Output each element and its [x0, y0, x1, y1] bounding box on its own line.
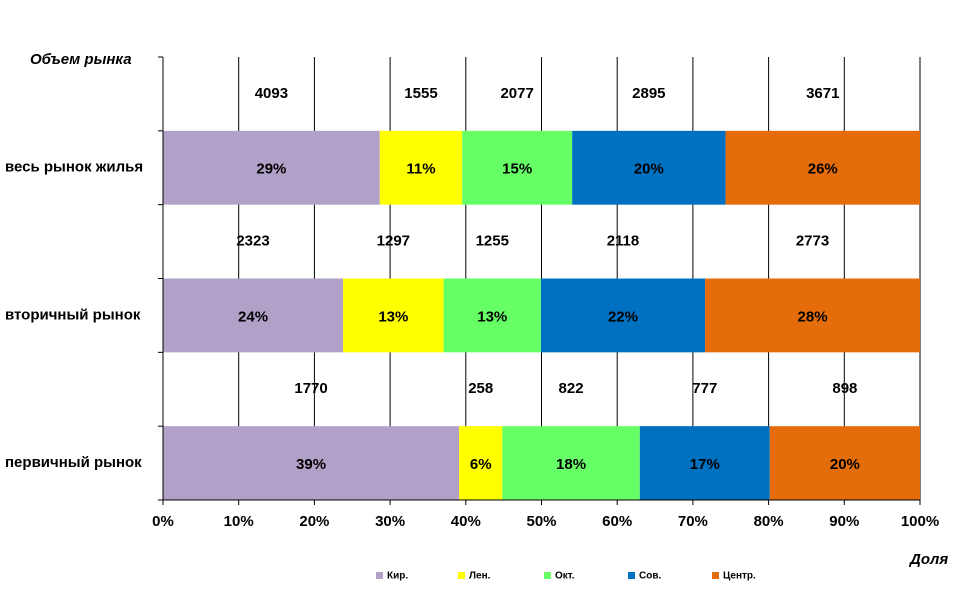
x-tick-label: 50% — [526, 513, 556, 530]
bar-segment — [502, 426, 640, 500]
legend-swatch — [712, 572, 719, 579]
volume-label: 777 — [692, 380, 717, 397]
volume-label: 1297 — [377, 233, 410, 250]
x-axis-label: Доля — [908, 551, 948, 568]
value-label: 24% — [238, 308, 268, 325]
bar-segment — [769, 426, 920, 500]
bar-segment — [540, 278, 706, 353]
x-tick-label: 80% — [754, 513, 784, 530]
bar-segment — [459, 426, 503, 500]
legend-swatch — [628, 572, 635, 579]
value-label: 11% — [406, 161, 435, 178]
bar-segment — [639, 426, 770, 500]
bar-segment — [343, 278, 444, 353]
value-label: 26% — [808, 161, 838, 178]
bar-segment — [163, 130, 380, 205]
value-label: 20% — [634, 161, 664, 178]
value-label: 6% — [470, 456, 492, 473]
legend-label: Кир. — [387, 571, 408, 582]
bar-segment — [163, 278, 344, 353]
value-label: 13% — [378, 308, 408, 325]
row-header: Объем рынка — [30, 51, 132, 68]
bar-segment — [443, 278, 541, 353]
value-label: 28% — [798, 308, 828, 325]
value-label: 17% — [690, 456, 720, 473]
category-label: весь рынок жилья — [5, 159, 143, 176]
volume-label: 2118 — [607, 233, 640, 250]
bar-segment — [572, 130, 726, 205]
legend-label: Лен. — [469, 571, 491, 582]
x-tick-label: 20% — [299, 513, 329, 530]
value-label: 39% — [296, 456, 326, 473]
volume-label: 1255 — [476, 233, 509, 250]
x-tick-label: 0% — [152, 513, 174, 530]
x-tick-label: 60% — [602, 513, 632, 530]
volume-label: 3671 — [806, 85, 839, 102]
x-tick-label: 70% — [678, 513, 708, 530]
volume-label: 1770 — [294, 380, 327, 397]
volume-label: 2895 — [632, 85, 665, 102]
volume-label: 1555 — [404, 85, 437, 102]
x-tick-label: 30% — [375, 513, 405, 530]
value-label: 13% — [477, 308, 507, 325]
legend-label: Центр. — [723, 571, 756, 582]
value-label: 22% — [608, 308, 638, 325]
value-label: 18% — [556, 456, 586, 473]
volume-label: 2773 — [796, 233, 829, 250]
volume-label: 898 — [832, 380, 857, 397]
legend-swatch — [376, 572, 383, 579]
bar-segment — [462, 130, 573, 205]
legend-swatch — [458, 572, 465, 579]
value-label: 20% — [830, 456, 860, 473]
volume-label: 2323 — [236, 233, 269, 250]
bar-segment — [163, 426, 460, 500]
x-tick-label: 100% — [901, 513, 939, 530]
legend-label: Сов. — [639, 571, 661, 582]
bar-segment — [725, 130, 920, 205]
volume-label: 2077 — [500, 85, 533, 102]
volume-label: 4093 — [255, 85, 288, 102]
bar-segment — [379, 130, 463, 205]
volume-label: 822 — [559, 380, 584, 397]
bar-segment — [705, 278, 920, 353]
volume-label: 258 — [468, 380, 493, 397]
legend-label: Окт. — [555, 571, 575, 582]
category-label: вторичный рынок — [5, 306, 141, 323]
value-label: 15% — [502, 161, 532, 178]
x-tick-label: 10% — [224, 513, 254, 530]
x-tick-label: 40% — [451, 513, 481, 530]
value-label: 29% — [256, 161, 286, 178]
category-label: первичный рынок — [5, 454, 142, 471]
legend-swatch — [544, 572, 551, 579]
x-tick-label: 90% — [829, 513, 859, 530]
